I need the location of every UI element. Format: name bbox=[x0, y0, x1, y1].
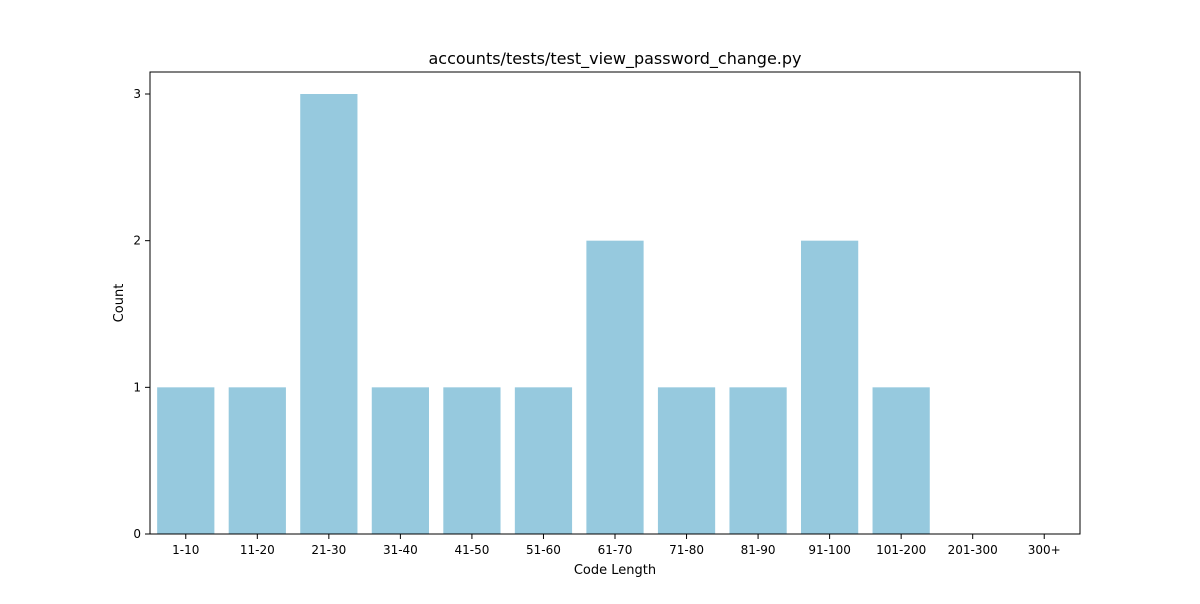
x-tick-label: 300+ bbox=[1028, 543, 1061, 557]
bar-71-80 bbox=[657, 387, 716, 534]
x-tick-label: 71-80 bbox=[669, 543, 704, 557]
x-tick-label: 31-40 bbox=[383, 543, 418, 557]
y-axis-label: Count bbox=[112, 284, 127, 323]
y-tick-label: 1 bbox=[133, 380, 141, 394]
bars-layer bbox=[157, 94, 930, 534]
bar-91-100 bbox=[801, 240, 859, 534]
bar-11-20 bbox=[228, 387, 286, 534]
x-tick-label: 11-20 bbox=[240, 543, 275, 557]
x-axis: 1-10 11-20 21-30 31-40 41-50 51-60 61-70 71-80 8… bbox=[172, 534, 1061, 557]
x-tick-label: 81-90 bbox=[741, 543, 776, 557]
x-tick-label: 101-200 bbox=[876, 543, 926, 557]
y-tick-label: 0 bbox=[133, 527, 141, 541]
bar-51-60 bbox=[514, 387, 573, 534]
bar-61-70 bbox=[586, 240, 644, 534]
bar-41-50 bbox=[443, 387, 501, 534]
x-tick-label: 21-30 bbox=[311, 543, 346, 557]
x-tick-label: 51-60 bbox=[526, 543, 561, 557]
x-tick-label: 41-50 bbox=[454, 543, 489, 557]
bar-101-200 bbox=[872, 387, 930, 534]
bar-31-40 bbox=[371, 387, 429, 534]
x-tick-label: 201-300 bbox=[948, 543, 998, 557]
chart-title: accounts/tests/test_view_password_change… bbox=[428, 49, 801, 69]
y-axis: 0 1 2 3 bbox=[133, 87, 150, 541]
x-tick-label: 91-100 bbox=[808, 543, 851, 557]
bar-1-10 bbox=[157, 387, 215, 534]
x-tick-label: 1-10 bbox=[172, 543, 199, 557]
bar-21-30 bbox=[300, 94, 358, 534]
bar-81-90 bbox=[729, 387, 787, 534]
x-axis-label: Code Length bbox=[574, 563, 656, 578]
y-tick-label: 3 bbox=[133, 87, 141, 101]
x-tick-label: 61-70 bbox=[598, 543, 633, 557]
y-tick-label: 2 bbox=[133, 234, 141, 248]
